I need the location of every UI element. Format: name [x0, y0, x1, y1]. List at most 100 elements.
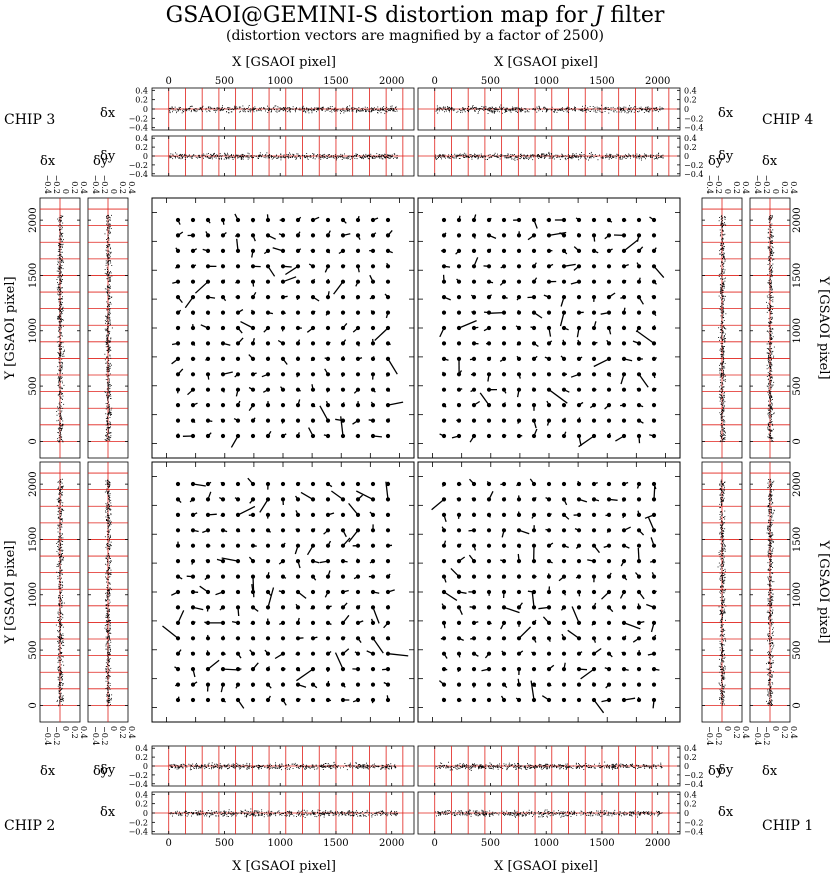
residual-point — [61, 353, 63, 355]
residual-point — [191, 156, 193, 158]
residual-point — [492, 110, 494, 112]
residual-point — [615, 768, 617, 769]
residual-point — [659, 109, 661, 111]
residual-point — [60, 390, 61, 392]
residual-point — [277, 158, 279, 159]
residual-point — [58, 270, 59, 272]
title-main: GSAOI@GEMINI-S distortion map for — [166, 3, 588, 28]
residual-point — [223, 109, 224, 110]
residual-point — [58, 266, 60, 268]
residual-point — [516, 108, 518, 110]
residual-tick-label: −0.2 — [129, 114, 148, 123]
residual-point — [280, 157, 282, 159]
residual-point — [195, 810, 197, 811]
residual-point — [380, 112, 382, 114]
residual-point — [629, 109, 631, 111]
residual-point — [212, 814, 214, 816]
residual-point — [57, 218, 59, 220]
residual-point — [333, 109, 335, 110]
strip-points — [169, 152, 398, 161]
residual-point — [58, 288, 60, 290]
residual-point — [366, 811, 368, 813]
residual-point — [185, 765, 187, 766]
residual-point — [280, 107, 282, 109]
residual-point — [396, 157, 398, 159]
residual-point — [563, 110, 565, 112]
residual-point — [395, 767, 397, 768]
residual-point — [491, 765, 493, 767]
residual-point — [566, 763, 568, 765]
residual-point — [61, 387, 62, 389]
residual-point — [205, 107, 207, 109]
residual-point — [550, 157, 552, 159]
residual-point — [468, 812, 470, 814]
residual-point — [320, 814, 322, 816]
residual-point — [587, 156, 588, 158]
residual-point — [304, 769, 306, 770]
residual-point — [485, 813, 487, 815]
residual-point — [218, 768, 220, 770]
residual-point — [178, 155, 180, 156]
residual-point — [224, 814, 225, 816]
residual-point — [469, 154, 471, 156]
residual-point — [504, 110, 506, 112]
residual-point — [311, 812, 313, 814]
residual-point — [353, 108, 355, 110]
residual-point — [640, 812, 642, 813]
residual-point — [493, 812, 495, 814]
residual-point — [437, 812, 439, 814]
residual-point — [332, 155, 334, 157]
residual-point — [61, 265, 63, 266]
residual-point — [462, 812, 463, 814]
residual-point — [56, 279, 58, 280]
residual-point — [651, 814, 653, 815]
residual-point — [394, 812, 395, 814]
residual-point — [608, 767, 610, 769]
residual-point — [191, 812, 193, 813]
residual-point — [558, 810, 559, 812]
residual-point — [207, 106, 209, 108]
residual-point — [608, 158, 610, 160]
residual-point — [522, 815, 524, 817]
residual-point — [330, 768, 331, 770]
residual-point — [313, 109, 315, 110]
residual-point — [390, 156, 391, 158]
residual-point — [191, 813, 193, 815]
residual-point — [494, 152, 496, 154]
residual-point — [371, 158, 373, 159]
residual-point — [388, 155, 389, 156]
residual-point — [349, 155, 351, 157]
residual-point — [232, 159, 234, 160]
residual-point — [483, 107, 485, 109]
residual-point — [368, 155, 370, 157]
residual-point — [361, 108, 363, 110]
residual-point — [590, 153, 592, 155]
residual-point — [386, 815, 388, 817]
residual-point — [632, 109, 634, 111]
residual-point — [442, 765, 443, 767]
residual-point — [185, 810, 186, 812]
residual-point — [201, 765, 203, 767]
residual-point — [544, 810, 546, 812]
residual-point — [503, 763, 505, 765]
residual-point — [290, 811, 292, 813]
residual-point — [59, 263, 61, 265]
residual-point — [176, 153, 178, 155]
residual-point — [589, 812, 591, 814]
residual-point — [258, 768, 260, 770]
residual-point — [61, 388, 63, 390]
residual-point — [273, 106, 275, 108]
residual-point — [530, 767, 531, 768]
residual-point — [384, 108, 386, 109]
residual-point — [573, 810, 575, 812]
residual-point — [612, 768, 613, 770]
residual-point — [60, 220, 61, 222]
residual-point — [462, 764, 464, 766]
residual-point — [347, 155, 349, 157]
residual-point — [328, 767, 330, 768]
residual-point — [552, 814, 554, 816]
residual-point — [291, 157, 293, 158]
residual-point — [493, 766, 495, 767]
residual-point — [617, 154, 619, 156]
residual-point — [61, 298, 62, 299]
